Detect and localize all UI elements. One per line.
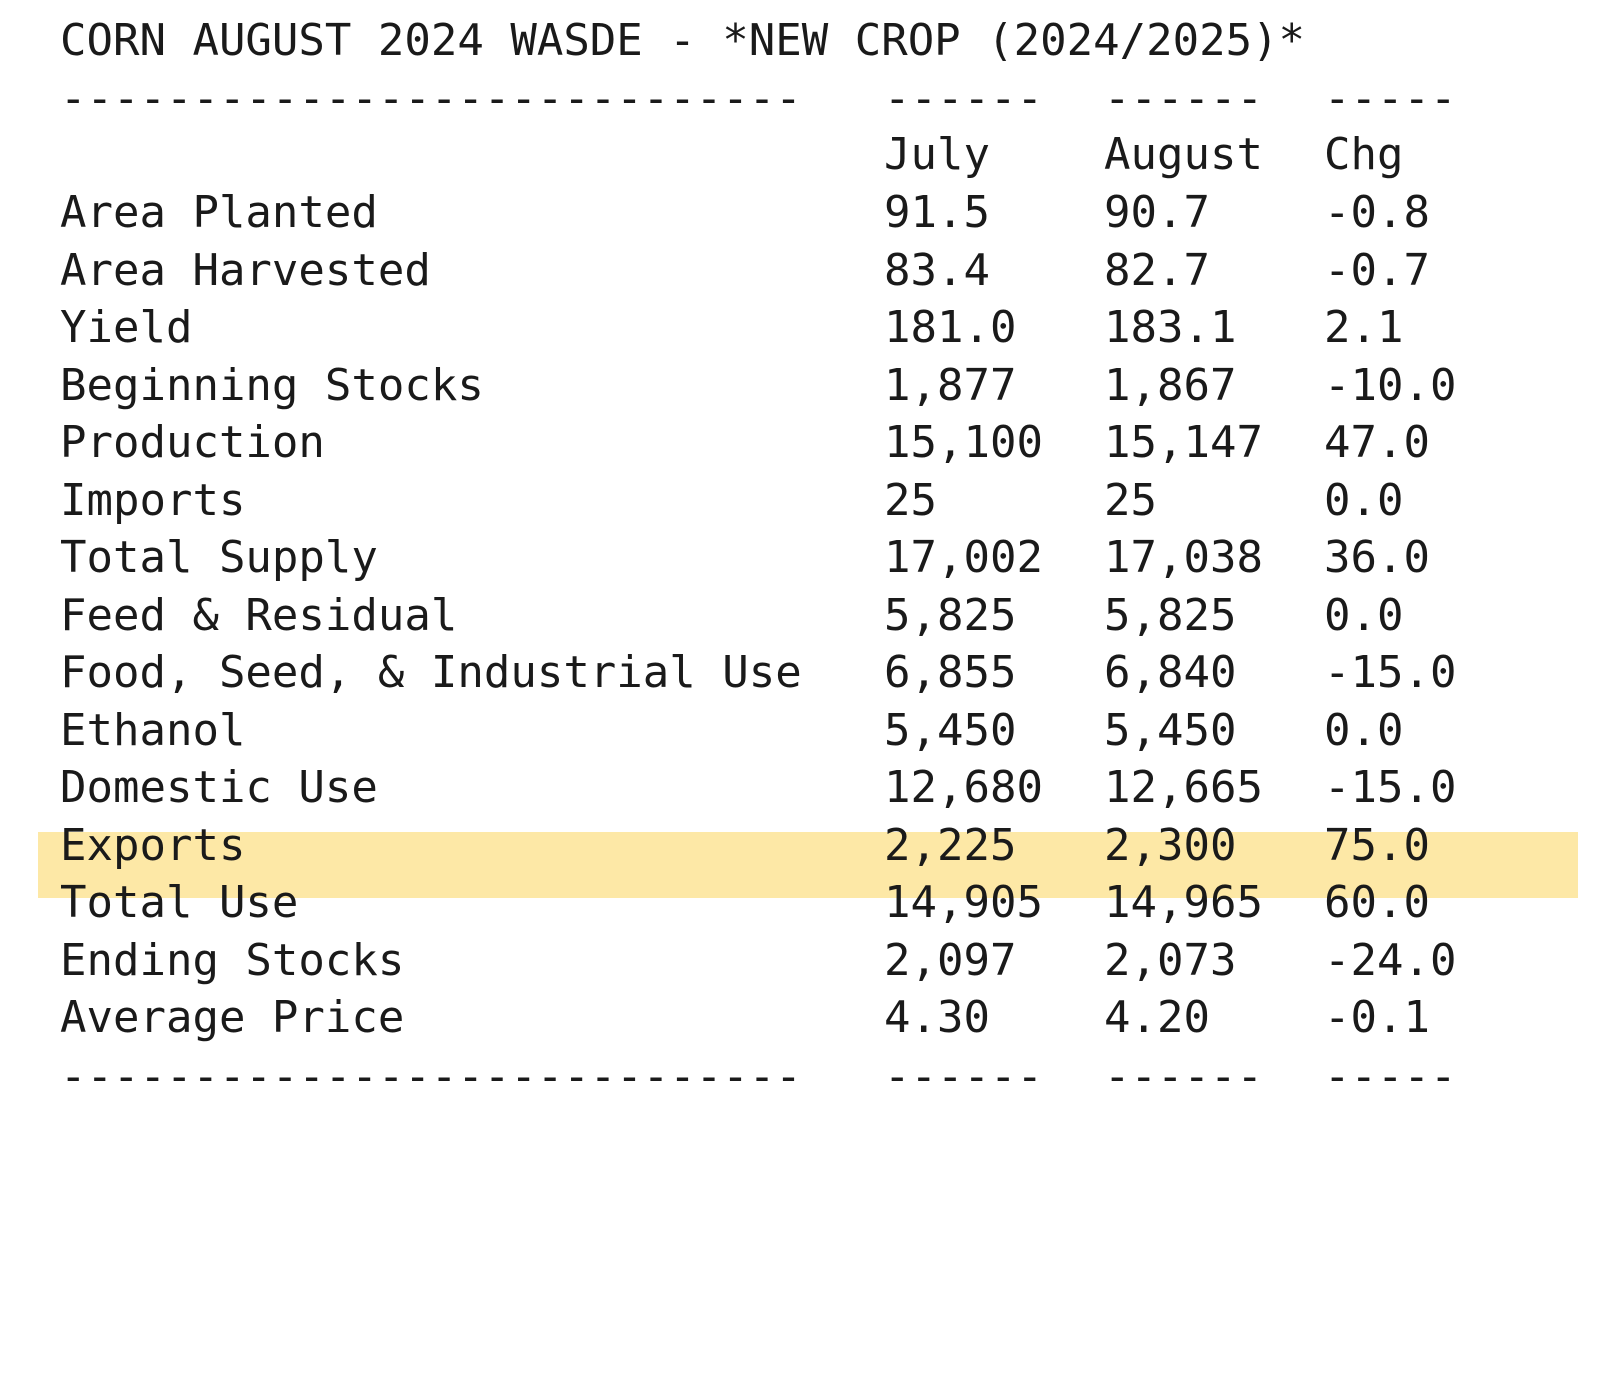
table-row: Average Price 4.30 4.20 -0.1: [0, 989, 1600, 1047]
row-august-value: 25: [1104, 474, 1157, 526]
table-row: Area Harvested 83.4 82.7 -0.7: [0, 242, 1600, 300]
row-july-value: 5,450: [884, 704, 1017, 756]
row-chg-value: -10.0: [1324, 359, 1457, 411]
row-label: Ethanol: [60, 704, 246, 756]
row-august-value: 82.7: [1104, 244, 1210, 296]
report-title: CORN AUGUST 2024 WASDE - *NEW CROP (2024…: [0, 12, 1600, 70]
row-august-value: 2,300: [1104, 819, 1237, 871]
row-august-value: 15,147: [1104, 417, 1263, 468]
row-chg-value: 2.1: [1324, 302, 1404, 353]
row-july-value: 14,905: [884, 877, 1043, 928]
row-july-value: 91.5: [884, 187, 990, 238]
row-july-value: 5,825: [884, 589, 1017, 641]
row-chg-value: 0.0: [1324, 474, 1404, 526]
row-july-value: 2,225: [884, 819, 1017, 871]
row-label: Food, Seed, & Industrial Use: [60, 647, 802, 698]
rule-august: ------: [1104, 73, 1263, 124]
column-header-row: July August Chg: [0, 126, 1600, 184]
table-row: Area Planted 91.5 90.7 -0.8: [0, 184, 1600, 242]
row-label: Exports: [60, 819, 246, 871]
row-label: Total Use: [60, 877, 299, 928]
row-august-value: 6,840: [1104, 647, 1237, 698]
table-row: Imports 25 25 0.0: [0, 472, 1600, 530]
rule-chg: -----: [1324, 73, 1457, 124]
rule-august: ------: [1104, 1051, 1263, 1102]
row-chg-value: -15.0: [1324, 762, 1457, 813]
bottom-rule: ---------------------------- ------ ----…: [0, 1048, 1600, 1106]
row-label: Feed & Residual: [60, 589, 458, 641]
table-row: Total Supply 17,002 17,038 36.0: [0, 529, 1600, 587]
row-label: Area Harvested: [60, 244, 431, 296]
row-august-value: 5,450: [1104, 704, 1237, 756]
rule-label: ----------------------------: [60, 1051, 802, 1102]
row-august-value: 4.20: [1104, 992, 1210, 1043]
table-row: Production 15,100 15,147 47.0: [0, 414, 1600, 472]
row-label: Average Price: [60, 992, 405, 1043]
row-chg-value: 75.0: [1324, 819, 1430, 871]
row-july-value: 17,002: [884, 532, 1043, 583]
top-rule: ---------------------------- ------ ----…: [0, 70, 1600, 128]
table-row: Beginning Stocks 1,877 1,867 -10.0: [0, 357, 1600, 415]
row-july-value: 12,680: [884, 762, 1043, 813]
row-chg-value: -15.0: [1324, 647, 1457, 698]
rule-label: ----------------------------: [60, 73, 802, 124]
row-label: Imports: [60, 474, 246, 526]
row-july-value: 25: [884, 474, 937, 526]
row-label: Ending Stocks: [60, 934, 405, 986]
row-label: Area Planted: [60, 187, 378, 238]
row-chg-value: -0.8: [1324, 187, 1430, 238]
table-row: Domestic Use 12,680 12,665 -15.0: [0, 759, 1600, 817]
row-august-value: 90.7: [1104, 187, 1210, 238]
row-chg-value: 0.0: [1324, 704, 1404, 756]
row-august-value: 14,965: [1104, 877, 1263, 928]
row-july-value: 83.4: [884, 244, 990, 296]
table-row: Feed & Residual 5,825 5,825 0.0: [0, 587, 1600, 645]
table-row: Total Use 14,905 14,965 60.0: [0, 874, 1600, 932]
row-chg-value: 60.0: [1324, 877, 1430, 928]
table-row: Exports 2,225 2,300 75.0: [0, 817, 1600, 875]
row-chg-value: -0.1: [1324, 992, 1430, 1043]
row-label: Yield: [60, 302, 193, 353]
row-label: Production: [60, 417, 325, 468]
row-july-value: 4.30: [884, 992, 990, 1043]
report-title-text: CORN AUGUST 2024 WASDE - *NEW CROP (2024…: [60, 15, 1306, 66]
row-chg-value: -24.0: [1324, 934, 1457, 986]
column-header-chg: Chg: [1324, 129, 1404, 180]
column-header-august: August: [1104, 129, 1263, 180]
row-chg-value: 47.0: [1324, 417, 1430, 468]
row-chg-value: 0.0: [1324, 589, 1404, 641]
rule-july: ------: [884, 1051, 1043, 1102]
rule-chg: -----: [1324, 1051, 1457, 1102]
exports-row-highlight: [38, 832, 1578, 898]
row-july-value: 1,877: [884, 359, 1017, 411]
row-august-value: 1,867: [1104, 359, 1237, 411]
row-august-value: 12,665: [1104, 762, 1263, 813]
row-chg-value: 36.0: [1324, 532, 1430, 583]
table-row: Ending Stocks 2,097 2,073 -24.0: [0, 932, 1600, 990]
row-chg-value: -0.7: [1324, 244, 1430, 296]
row-label: Beginning Stocks: [60, 359, 484, 411]
row-july-value: 2,097: [884, 934, 1017, 986]
wasde-report: CORN AUGUST 2024 WASDE - *NEW CROP (2024…: [0, 12, 1600, 1106]
row-july-value: 181.0: [884, 302, 1017, 353]
row-label: Domestic Use: [60, 762, 378, 813]
table-row: Ethanol 5,450 5,450 0.0: [0, 702, 1600, 760]
row-august-value: 17,038: [1104, 532, 1263, 583]
row-august-value: 5,825: [1104, 589, 1237, 641]
table-row: Food, Seed, & Industrial Use 6,855 6,840 -1…: [0, 644, 1600, 702]
row-july-value: 6,855: [884, 647, 1017, 698]
rule-july: ------: [884, 73, 1043, 124]
row-august-value: 183.1: [1104, 302, 1237, 353]
column-header-july: July: [884, 129, 990, 180]
row-august-value: 2,073: [1104, 934, 1237, 986]
table-row: Yield 181.0 183.1 2.1: [0, 299, 1600, 357]
row-july-value: 15,100: [884, 417, 1043, 468]
row-label: Total Supply: [60, 532, 378, 583]
